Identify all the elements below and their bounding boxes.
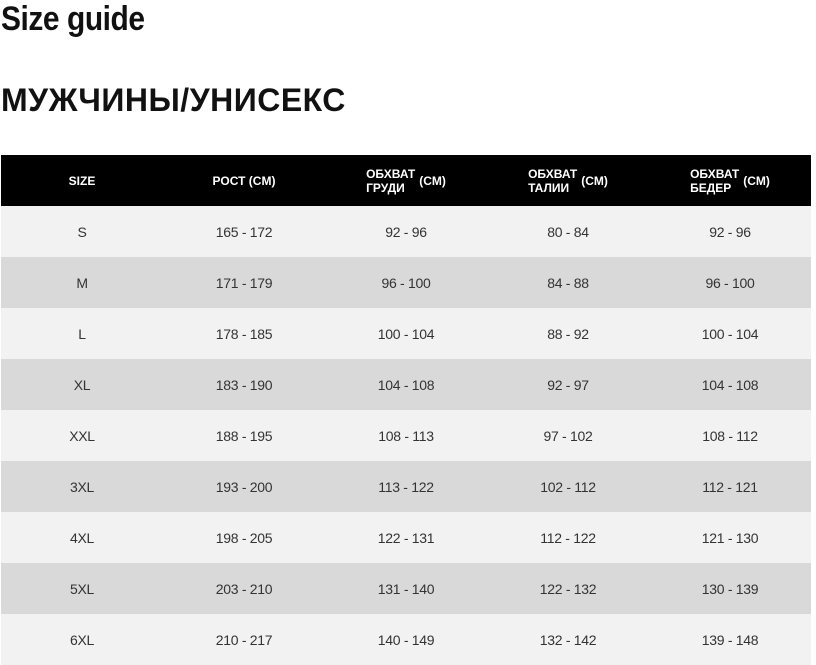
- header-label: ОБХВАТ: [528, 166, 578, 181]
- cell-size: M: [1, 257, 163, 308]
- cell-hips: 96 - 100: [649, 257, 811, 308]
- header-unit: (CM): [743, 173, 770, 188]
- cell-height: 188 - 195: [163, 410, 325, 461]
- table-row: 5XL 203 - 210 131 - 140 122 - 132 130 - 139: [1, 563, 811, 614]
- table-row: 3XL 193 - 200 113 - 122 102 - 112 112 - 121: [1, 461, 811, 512]
- header-label: ГРУДИ: [366, 180, 405, 195]
- cell-size: S: [1, 206, 163, 257]
- page-title: Size guide: [1, 0, 145, 38]
- table-header-row: SIZE РОСТ (CM) ОБХВАТ ГРУДИ (CM) ОБХВАТ ТАЛ…: [1, 155, 811, 206]
- table-row: 4XL 198 - 205 122 - 131 112 - 122 121 - 130: [1, 512, 811, 563]
- cell-waist: 92 - 97: [487, 359, 649, 410]
- header-label: БЕДЕР: [690, 180, 732, 195]
- cell-waist: 88 - 92: [487, 308, 649, 359]
- cell-size: 4XL: [1, 512, 163, 563]
- cell-size: L: [1, 308, 163, 359]
- cell-size: 5XL: [1, 563, 163, 614]
- cell-chest: 92 - 96: [325, 206, 487, 257]
- cell-waist: 132 - 142: [487, 614, 649, 665]
- cell-chest: 140 - 149: [325, 614, 487, 665]
- cell-waist: 97 - 102: [487, 410, 649, 461]
- header-label: ОБХВАТ: [690, 166, 740, 181]
- cell-height: 178 - 185: [163, 308, 325, 359]
- cell-chest: 122 - 131: [325, 512, 487, 563]
- table-row: L 178 - 185 100 - 104 88 - 92 100 - 104: [1, 308, 811, 359]
- cell-chest: 113 - 122: [325, 461, 487, 512]
- cell-waist: 112 - 122: [487, 512, 649, 563]
- cell-hips: 112 - 121: [649, 461, 811, 512]
- header-waist: ОБХВАТ ТАЛИИ (CM): [487, 155, 649, 206]
- cell-waist: 122 - 132: [487, 563, 649, 614]
- cell-chest: 104 - 108: [325, 359, 487, 410]
- size-table: SIZE РОСТ (CM) ОБХВАТ ГРУДИ (CM) ОБХВАТ ТАЛ…: [1, 155, 811, 665]
- table-row: 6XL 210 - 217 140 - 149 132 - 142 139 - 148: [1, 614, 811, 665]
- section-heading: МУЖЧИНЫ/УНИСЕКС: [1, 82, 346, 118]
- cell-hips: 121 - 130: [649, 512, 811, 563]
- cell-waist: 80 - 84: [487, 206, 649, 257]
- cell-height: 171 - 179: [163, 257, 325, 308]
- header-unit: (CM): [419, 173, 446, 188]
- cell-hips: 104 - 108: [649, 359, 811, 410]
- cell-size: 6XL: [1, 614, 163, 665]
- cell-height: 198 - 205: [163, 512, 325, 563]
- table-row: XXL 188 - 195 108 - 113 97 - 102 108 - 112: [1, 410, 811, 461]
- cell-hips: 139 - 148: [649, 614, 811, 665]
- header-hips: ОБХВАТ БЕДЕР (CM): [649, 155, 811, 206]
- cell-chest: 131 - 140: [325, 563, 487, 614]
- cell-size: 3XL: [1, 461, 163, 512]
- header-size: SIZE: [1, 155, 163, 206]
- header-label: ТАЛИИ: [528, 180, 570, 195]
- header-label: SIZE: [68, 173, 96, 188]
- cell-hips: 130 - 139: [649, 563, 811, 614]
- cell-chest: 96 - 100: [325, 257, 487, 308]
- cell-size: XL: [1, 359, 163, 410]
- table-row: M 171 - 179 96 - 100 84 - 88 96 - 100: [1, 257, 811, 308]
- cell-chest: 108 - 113: [325, 410, 487, 461]
- cell-height: 210 - 217: [163, 614, 325, 665]
- header-unit: (CM): [248, 173, 276, 188]
- cell-hips: 108 - 112: [649, 410, 811, 461]
- cell-waist: 84 - 88: [487, 257, 649, 308]
- header-chest: ОБХВАТ ГРУДИ (CM): [325, 155, 487, 206]
- cell-waist: 102 - 112: [487, 461, 649, 512]
- cell-size: XXL: [1, 410, 163, 461]
- cell-chest: 100 - 104: [325, 308, 487, 359]
- header-label: ОБХВАТ: [366, 166, 416, 181]
- cell-height: 165 - 172: [163, 206, 325, 257]
- cell-height: 183 - 190: [163, 359, 325, 410]
- cell-hips: 100 - 104: [649, 308, 811, 359]
- table-row: XL 183 - 190 104 - 108 92 - 97 104 - 108: [1, 359, 811, 410]
- header-height: РОСТ (CM): [163, 155, 325, 206]
- cell-hips: 92 - 96: [649, 206, 811, 257]
- header-unit: (CM): [581, 173, 608, 188]
- header-label: РОСТ: [212, 173, 246, 188]
- table-row: S 165 - 172 92 - 96 80 - 84 92 - 96: [1, 206, 811, 257]
- cell-height: 203 - 210: [163, 563, 325, 614]
- cell-height: 193 - 200: [163, 461, 325, 512]
